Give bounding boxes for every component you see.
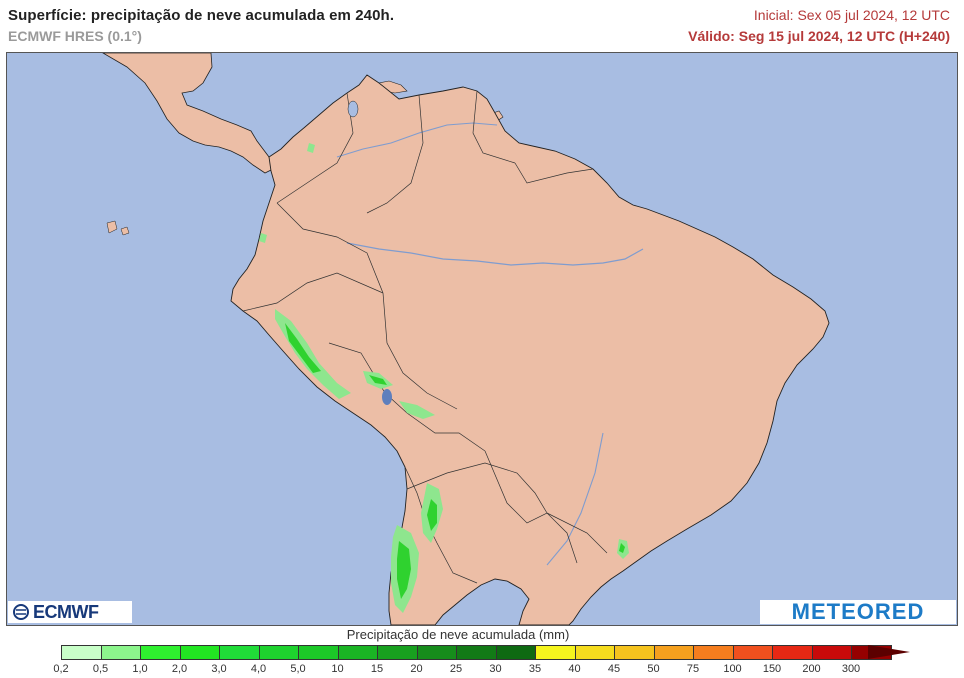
river-parana bbox=[546, 432, 604, 566]
legend-label: 15 bbox=[370, 663, 384, 675]
legend-cell bbox=[574, 645, 615, 660]
river-amazon bbox=[346, 242, 644, 266]
legend-label: 5,0 bbox=[290, 663, 306, 675]
legend-cell bbox=[535, 645, 576, 660]
legend-label: 3,0 bbox=[211, 663, 227, 675]
map-panel[interactable] bbox=[6, 52, 958, 626]
initial-time: Inicial: Sex 05 jul 2024, 12 UTC bbox=[753, 7, 950, 23]
legend-cell bbox=[614, 645, 655, 660]
landmass-south-america bbox=[230, 74, 830, 625]
legend-label: 30 bbox=[489, 663, 502, 675]
legend-label: 300 bbox=[841, 663, 861, 675]
legend-label: 0,5 bbox=[92, 663, 109, 675]
legend-cell bbox=[337, 645, 378, 660]
country-borders bbox=[242, 90, 608, 584]
legend-cell bbox=[693, 645, 734, 660]
lake-titicaca bbox=[382, 389, 392, 405]
legend-label: 150 bbox=[762, 663, 782, 675]
legend-cell bbox=[179, 645, 220, 660]
legend-label: 4,0 bbox=[250, 663, 267, 675]
legend-label: 20 bbox=[410, 663, 423, 675]
legend-cell bbox=[495, 645, 536, 660]
header-right: Inicial: Sex 05 jul 2024, 12 UTC Válido:… bbox=[688, 7, 950, 44]
legend-cell bbox=[100, 645, 141, 660]
legend-cell bbox=[140, 645, 181, 660]
legend-label: 2,0 bbox=[171, 663, 188, 675]
legend-label: 200 bbox=[802, 663, 821, 675]
legend-label: 75 bbox=[686, 663, 700, 675]
legend-arrow-icon bbox=[868, 645, 910, 659]
header-left: Superfície: precipitação de neve acumula… bbox=[8, 7, 394, 44]
river-orinoco bbox=[336, 122, 498, 158]
meteored-logo: METEORED bbox=[760, 599, 956, 624]
valid-time: Válido: Seg 15 jul 2024, 12 UTC (H+240) bbox=[688, 28, 950, 44]
ecmwf-logo-text: ECMWF bbox=[33, 601, 99, 622]
legend-cell bbox=[219, 645, 260, 660]
meteored-logo-text: METEORED bbox=[791, 599, 925, 624]
legend-label: 45 bbox=[607, 663, 621, 675]
galapagos-islands bbox=[106, 220, 130, 236]
legend-cell bbox=[653, 645, 694, 660]
legend-cell bbox=[456, 645, 497, 660]
map-canvas bbox=[7, 53, 957, 625]
legend-cell bbox=[61, 645, 102, 660]
legend-label: 25 bbox=[449, 663, 463, 675]
legend-cell bbox=[732, 645, 773, 660]
legend-label: 35 bbox=[528, 663, 542, 675]
legend-label: 100 bbox=[723, 663, 742, 675]
legend-cell bbox=[258, 645, 299, 660]
ecmwf-logo: ECMWF bbox=[8, 601, 132, 623]
model-name: ECMWF HRES (0.1°) bbox=[8, 28, 142, 44]
legend-label: 10 bbox=[331, 663, 344, 675]
map-title: Superfície: precipitação de neve acumula… bbox=[8, 7, 395, 24]
legend-title: Precipitação de neve acumulada (mm) bbox=[346, 627, 570, 642]
legend-cell bbox=[298, 645, 339, 660]
legend-label: 1,0 bbox=[132, 663, 148, 675]
legend-color-bar bbox=[61, 645, 892, 660]
legend-cell bbox=[416, 645, 457, 660]
lake-maracaibo bbox=[347, 100, 359, 118]
legend-label: 0,2 bbox=[53, 663, 69, 675]
legend-label: 40 bbox=[568, 663, 581, 675]
snow-accumulation bbox=[259, 143, 629, 613]
ecmwf-emblem-icon bbox=[13, 604, 29, 620]
legend-label: 50 bbox=[647, 663, 660, 675]
legend-cell bbox=[772, 645, 813, 660]
legend-cell bbox=[377, 645, 418, 660]
legend-cell bbox=[811, 645, 852, 660]
